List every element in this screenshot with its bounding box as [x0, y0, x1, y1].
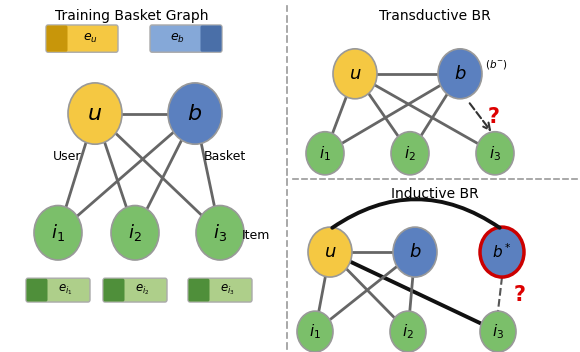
FancyBboxPatch shape	[46, 26, 67, 52]
Circle shape	[308, 227, 352, 277]
Text: Item: Item	[242, 228, 270, 241]
FancyBboxPatch shape	[188, 279, 209, 301]
Text: $\mathit{i_2}$: $\mathit{i_2}$	[402, 322, 414, 341]
Circle shape	[34, 206, 82, 260]
Circle shape	[391, 132, 429, 175]
Circle shape	[480, 227, 524, 277]
Text: $\mathit{u}$: $\mathit{u}$	[88, 102, 103, 125]
Text: Inductive BR: Inductive BR	[391, 187, 479, 201]
Circle shape	[196, 206, 244, 260]
Text: $e_b$: $e_b$	[171, 32, 185, 45]
FancyBboxPatch shape	[201, 26, 222, 52]
Text: $\mathit{b}$: $\mathit{b}$	[454, 65, 466, 83]
Text: $(b^{-})$: $(b^{-})$	[485, 58, 508, 71]
Circle shape	[333, 49, 377, 99]
Text: $\mathit{u}$: $\mathit{u}$	[349, 65, 361, 83]
Circle shape	[480, 311, 516, 352]
Circle shape	[393, 227, 437, 277]
Circle shape	[68, 83, 122, 144]
Text: ?: ?	[514, 285, 526, 305]
Text: $e_{i_2}$: $e_{i_2}$	[135, 283, 149, 297]
Circle shape	[111, 206, 159, 260]
Text: Basket: Basket	[204, 150, 246, 163]
FancyArrowPatch shape	[332, 199, 500, 228]
FancyBboxPatch shape	[26, 278, 90, 302]
Text: $\mathit{u}$: $\mathit{u}$	[324, 243, 336, 261]
Text: $\mathit{b}$: $\mathit{b}$	[409, 243, 421, 261]
Text: $\mathit{i_1}$: $\mathit{i_1}$	[309, 322, 321, 341]
Text: $\mathit{i_1}$: $\mathit{i_1}$	[319, 144, 331, 163]
Text: $e_{i_1}$: $e_{i_1}$	[57, 283, 72, 297]
Text: Training Basket Graph: Training Basket Graph	[55, 9, 209, 23]
Circle shape	[476, 132, 514, 175]
Text: $\mathit{i_2}$: $\mathit{i_2}$	[404, 144, 416, 163]
Circle shape	[297, 311, 333, 352]
Circle shape	[306, 132, 344, 175]
Text: Transductive BR: Transductive BR	[379, 9, 491, 23]
Text: $\mathit{i_1}$: $\mathit{i_1}$	[51, 222, 65, 243]
Text: $\mathit{i_3}$: $\mathit{i_3}$	[492, 322, 504, 341]
FancyBboxPatch shape	[188, 278, 252, 302]
FancyBboxPatch shape	[103, 278, 167, 302]
Text: $e_{i_3}$: $e_{i_3}$	[220, 283, 234, 297]
Text: $\mathit{i_3}$: $\mathit{i_3}$	[489, 144, 501, 163]
FancyBboxPatch shape	[150, 25, 222, 52]
Text: ?: ?	[488, 107, 500, 127]
Text: $\mathit{b}$: $\mathit{b}$	[187, 102, 202, 125]
Text: $\mathit{b^*}$: $\mathit{b^*}$	[492, 243, 512, 262]
FancyBboxPatch shape	[46, 25, 118, 52]
Text: $\mathit{i_2}$: $\mathit{i_2}$	[128, 222, 142, 243]
FancyBboxPatch shape	[103, 279, 125, 301]
FancyBboxPatch shape	[27, 279, 48, 301]
Text: User: User	[53, 150, 81, 163]
Circle shape	[390, 311, 426, 352]
Text: $e_u$: $e_u$	[83, 32, 97, 45]
Circle shape	[438, 49, 482, 99]
Text: $\mathit{i_3}$: $\mathit{i_3}$	[213, 222, 227, 243]
Circle shape	[168, 83, 222, 144]
